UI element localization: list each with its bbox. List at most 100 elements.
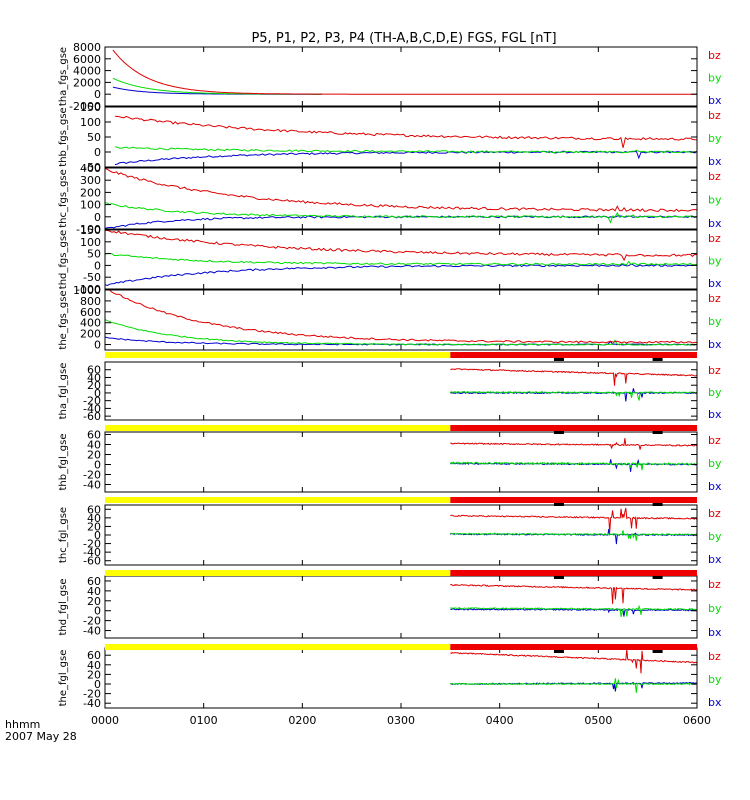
series-line-bx — [104, 263, 698, 287]
legend-bx: bx — [708, 553, 722, 566]
y-tick-label: 150 — [80, 224, 101, 237]
series-line-bz — [450, 438, 698, 450]
legend-bz: bz — [708, 292, 721, 305]
legend-bz: bz — [708, 170, 721, 183]
y-tick-label: 40 — [87, 659, 101, 672]
y-tick-label: 50 — [87, 248, 101, 261]
y-tick-label: 300 — [80, 174, 101, 187]
y-tick-label: 100 — [80, 116, 101, 129]
legend-by: by — [708, 602, 722, 615]
mode-bar-marker — [553, 576, 564, 579]
y-tick-label: 150 — [80, 101, 101, 114]
mode-bar — [105, 352, 697, 361]
panel-thb_fgs_gse: 150 100 50 0 -50 thb_fgs_gse bz by bx — [58, 101, 722, 174]
series-line-bx — [449, 458, 698, 472]
legend-bx: bx — [708, 408, 722, 421]
mode-bar-red — [450, 644, 697, 650]
mode-bar-yellow — [105, 352, 451, 358]
series-line-bz — [450, 368, 698, 386]
y-tick-label: -60 — [83, 555, 101, 568]
legend-bz: bz — [708, 109, 721, 122]
y-tick-label: 0 — [94, 678, 101, 691]
y-tick-label: 0 — [94, 605, 101, 618]
legend-bx: bx — [708, 277, 722, 290]
mode-bar-marker — [553, 650, 564, 653]
mode-bar-marker — [652, 503, 663, 506]
legend-by: by — [708, 132, 722, 145]
y-tick-label: 20 — [87, 379, 101, 392]
panel-frame — [104, 431, 698, 493]
series-line-by — [450, 530, 698, 541]
y-tick-label: -40 — [83, 546, 101, 559]
legend-bx: bx — [708, 696, 722, 709]
y-tick-label: -2000 — [69, 100, 101, 113]
legend-by: by — [708, 72, 722, 85]
x-tick-label: 0300 — [387, 714, 415, 727]
y-tick-label: 8000 — [73, 41, 101, 54]
legend-by: by — [708, 386, 722, 399]
series-line-bx — [450, 528, 698, 545]
mode-bar-yellow — [105, 497, 451, 503]
mode-bar — [105, 497, 697, 506]
series-line-bz — [105, 289, 698, 344]
legend-bz: bz — [708, 578, 721, 591]
series-line-bz — [104, 168, 698, 213]
mode-bar-marker — [652, 431, 663, 434]
panel-ylabel: tha_fgl_gse — [58, 363, 69, 420]
series-line-by — [104, 252, 698, 266]
y-tick-label: 0 — [94, 146, 101, 159]
y-tick-label: 100 — [80, 199, 101, 212]
mode-bar-marker — [553, 358, 564, 361]
legend-bx: bx — [708, 94, 722, 107]
x-axis-label: hhmm — [5, 718, 40, 731]
y-tick-label: 60 — [87, 575, 101, 588]
legend-by: by — [708, 194, 722, 207]
mode-bar-yellow — [105, 644, 451, 650]
mode-bar-marker — [652, 576, 663, 579]
date-label: 2007 May 28 — [5, 730, 77, 743]
panel-frame — [104, 289, 698, 351]
y-tick-label: -20 — [83, 469, 101, 482]
panel-ylabel: the_fgs_gse — [58, 290, 69, 349]
y-tick-label: 0 — [94, 339, 101, 352]
series-line-by — [114, 146, 697, 154]
series-line-bz — [104, 229, 698, 262]
legend-bx: bx — [708, 480, 722, 493]
legend-by: by — [708, 255, 722, 268]
panel-ylabel: thc_fgl_gse — [58, 507, 69, 563]
x-tick-label: 0500 — [584, 714, 612, 727]
y-tick-label: 0 — [94, 459, 101, 472]
y-tick-label: 2000 — [73, 76, 101, 89]
panel-ylabel: thd_fgs_gse — [58, 230, 69, 289]
legend-bx: bx — [708, 217, 722, 230]
y-tick-label: 60 — [87, 503, 101, 516]
legend-bz: bz — [708, 650, 721, 663]
y-tick-label: 40 — [87, 512, 101, 525]
y-tick-label: 400 — [80, 162, 101, 175]
legend-bz: bz — [708, 507, 721, 520]
y-tick-label: 20 — [87, 668, 101, 681]
panel-ylabel: the_fgl_gse — [58, 650, 69, 707]
y-tick-label: 0 — [94, 259, 101, 272]
y-tick-label: -60 — [83, 410, 101, 423]
y-tick-label: 60 — [87, 364, 101, 377]
y-tick-label: 200 — [80, 186, 101, 199]
mode-bar — [105, 644, 697, 653]
y-tick-label: 20 — [87, 449, 101, 462]
mode-bar-red — [450, 497, 697, 503]
panel-frame — [104, 46, 698, 107]
x-tick-label: 0200 — [288, 714, 316, 727]
mode-bar-red — [450, 352, 697, 358]
y-tick-label: 800 — [80, 295, 101, 308]
y-tick-label: -50 — [83, 271, 101, 284]
panel-frame — [104, 229, 698, 290]
legend-bz: bz — [708, 364, 721, 377]
y-tick-label: 40 — [87, 371, 101, 384]
panel-frame — [104, 647, 698, 709]
y-tick-label: -20 — [83, 538, 101, 551]
y-tick-label: 20 — [87, 595, 101, 608]
panel-ylabel: thc_fgs_gse — [58, 169, 69, 228]
series-line-bx — [450, 388, 698, 402]
